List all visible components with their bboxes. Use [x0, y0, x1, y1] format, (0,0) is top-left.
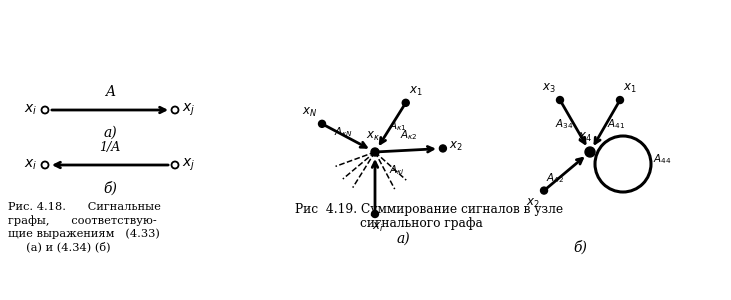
Text: а): а) [103, 126, 117, 140]
Text: $x_2$: $x_2$ [449, 140, 463, 153]
Text: A: A [105, 85, 115, 99]
Text: $x_4$: $x_4$ [578, 131, 592, 144]
Text: графы,      соответствую-: графы, соответствую- [8, 215, 156, 226]
Text: $x_i$: $x_i$ [24, 158, 37, 172]
Text: а): а) [396, 232, 410, 246]
Text: б): б) [573, 240, 587, 254]
Text: $A_{44}$: $A_{44}$ [653, 152, 672, 166]
Text: $x_1$: $x_1$ [623, 82, 637, 95]
Text: $A_{34}$: $A_{34}$ [555, 117, 573, 131]
Text: $x_3$: $x_3$ [542, 82, 556, 95]
Text: $x_i$: $x_i$ [24, 103, 37, 117]
Circle shape [540, 187, 548, 194]
Text: Рис  4.19. Суммирование сигналов в узле: Рис 4.19. Суммирование сигналов в узле [295, 203, 563, 216]
Text: $x_j$: $x_j$ [182, 157, 196, 173]
Circle shape [319, 120, 325, 127]
Circle shape [585, 147, 595, 157]
Text: $x_\kappa$: $x_\kappa$ [366, 130, 380, 143]
Text: $A_{\kappa N}$: $A_{\kappa N}$ [334, 125, 353, 139]
Circle shape [402, 99, 409, 106]
Text: б): б) [103, 181, 117, 195]
Circle shape [556, 97, 564, 104]
Text: $A_{\kappa 2}$: $A_{\kappa 2}$ [400, 128, 418, 142]
Circle shape [616, 97, 624, 104]
Circle shape [371, 148, 379, 156]
Circle shape [371, 211, 379, 218]
Text: $x_j$: $x_j$ [182, 102, 196, 118]
Circle shape [439, 145, 447, 152]
Text: $x_N$: $x_N$ [302, 106, 317, 119]
Text: Рис. 4.18.      Сигнальные: Рис. 4.18. Сигнальные [8, 202, 161, 212]
Text: $A_{\kappa i}$: $A_{\kappa i}$ [389, 163, 405, 177]
Text: $A_{41}$: $A_{41}$ [607, 117, 625, 131]
Text: $x_i$: $x_i$ [372, 221, 384, 234]
Text: (а) и (4.34) (б): (а) и (4.34) (б) [8, 241, 110, 252]
Text: щие выражениям   (4.33): щие выражениям (4.33) [8, 228, 160, 238]
Text: $A_{\kappa 1}$: $A_{\kappa 1}$ [389, 119, 406, 133]
Text: $x_1$: $x_1$ [409, 85, 423, 98]
Text: $x_2$: $x_2$ [526, 196, 540, 210]
Text: 1/A: 1/A [99, 141, 121, 154]
Text: сигнального графа: сигнального графа [360, 217, 483, 230]
Text: $A_{42}$: $A_{42}$ [546, 171, 564, 184]
